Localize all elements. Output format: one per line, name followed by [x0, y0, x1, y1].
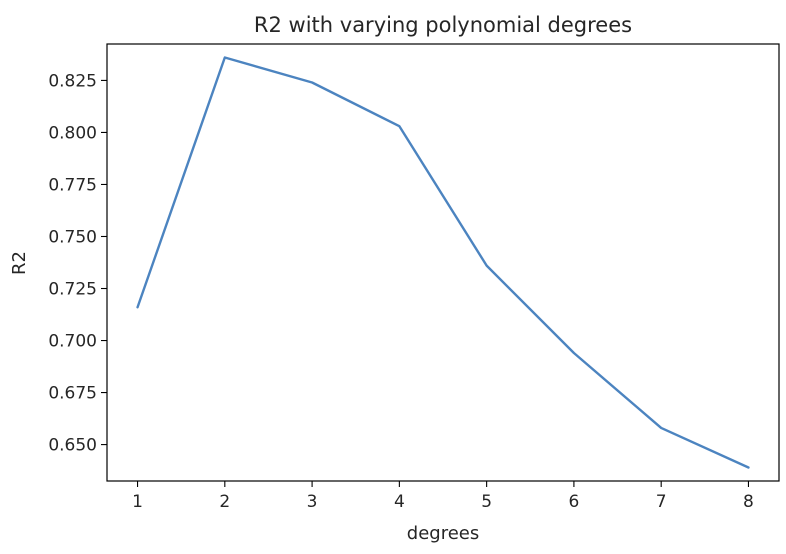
x-tick-label: 6: [568, 492, 579, 512]
series-line: [136, 56, 750, 469]
chart-title: R2 with varying polynomial degrees: [254, 13, 632, 37]
y-tick-label: 0.725: [48, 280, 97, 300]
plot-frame: [106, 43, 780, 482]
y-tick-label: 0.825: [48, 71, 97, 91]
x-tick-label: 7: [656, 492, 667, 512]
x-axis-title: degrees: [407, 523, 479, 544]
y-tick-label: 0.800: [48, 123, 97, 143]
series-layer: [136, 56, 750, 469]
y-axis-title: R2: [9, 251, 30, 275]
x-tick-label: 3: [307, 492, 318, 512]
y-tick-label: 0.650: [48, 436, 97, 456]
x-tick-label: 5: [481, 492, 492, 512]
y-tick-label: 0.700: [48, 332, 97, 352]
x-tick-label: 4: [394, 492, 405, 512]
x-tick-label: 1: [132, 492, 143, 512]
y-tick-label: 0.775: [48, 175, 97, 195]
x-axis: 1 2 3 4 5 6 7 8: [132, 481, 754, 512]
y-tick-label: 0.750: [48, 227, 97, 247]
x-tick-label: 2: [219, 492, 230, 512]
x-tick-label: 8: [743, 492, 754, 512]
plot-area: [106, 43, 780, 482]
y-axis: 0.650 0.675 0.700 0.725 0.750 0.775 0.800 0.825: [48, 71, 107, 456]
y-tick-label: 0.675: [48, 384, 97, 404]
